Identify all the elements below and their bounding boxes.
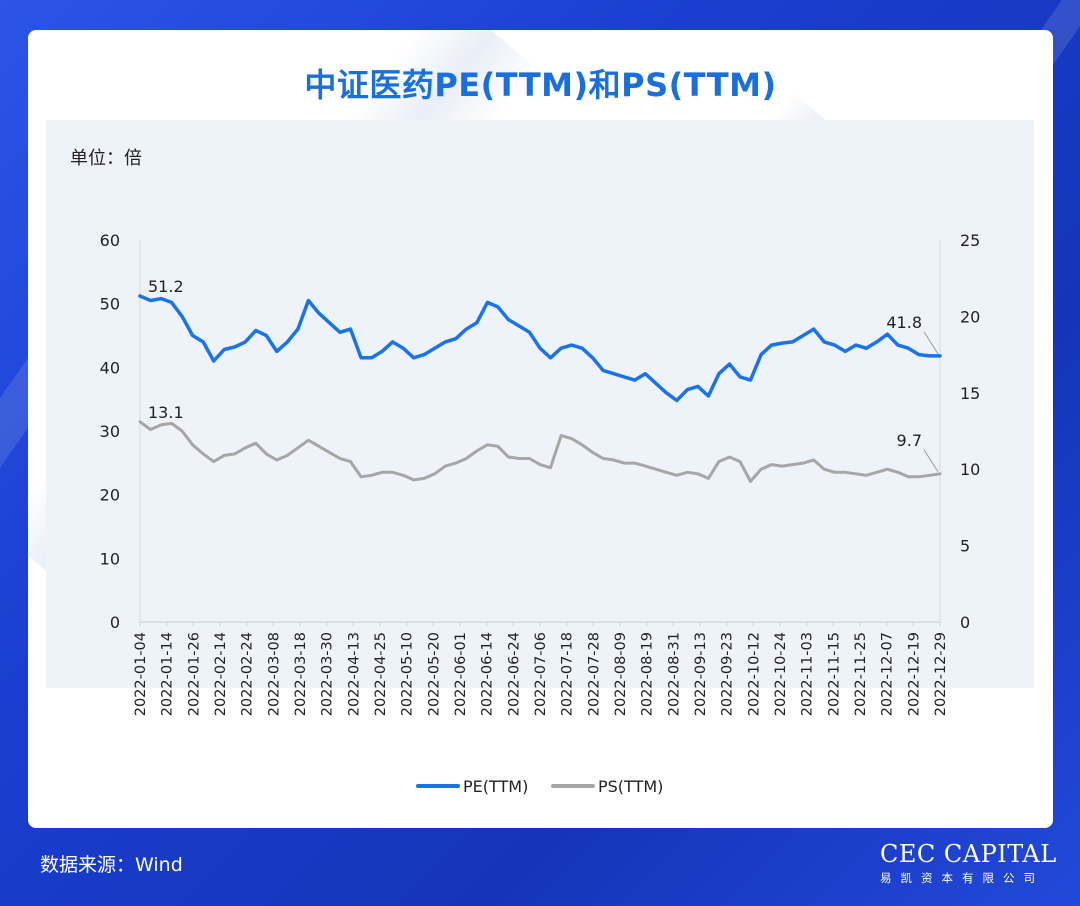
x-tick-label: 2022-06-01 [453,632,469,716]
x-tick-label: 2022-08-19 [640,632,656,716]
x-tick-label: 2022-12-19 [906,632,922,716]
x-tick-label: 2022-07-18 [560,632,576,716]
x-tick-label: 2022-07-28 [586,632,602,716]
x-tick-label: 2022-02-14 [213,632,229,716]
x-tick-label: 2022-11-15 [826,632,842,716]
x-tick-label: 2022-10-24 [773,632,789,716]
y-tick-label: 60 [100,231,120,250]
x-tick-label: 2022-12-29 [933,632,949,716]
x-tick-label: 2022-03-30 [320,632,336,716]
y2-tick-label: 25 [960,231,980,250]
y-tick-label: 10 [100,549,120,568]
x-tick-label: 2022-06-14 [480,632,496,716]
x-tick-label: 2022-01-14 [160,632,176,716]
data-label: 9.7 [897,431,922,450]
y-tick-label: 40 [100,358,120,377]
x-tick-label: 2022-02-24 [240,632,256,716]
y2-tick-label: 0 [960,613,970,632]
x-tick-label: 2022-08-09 [613,632,629,716]
y-tick-label: 30 [100,422,120,441]
x-tick-label: 2022-03-18 [293,632,309,716]
y-tick-label: 0 [110,613,120,632]
data-label-leader [923,449,939,473]
x-tick-label: 2022-03-08 [266,632,282,716]
y-tick-label: 20 [100,486,120,505]
x-tick-label: 2022-11-25 [853,632,869,716]
x-tick-label: 2022-10-12 [746,632,762,716]
unit-label: 单位：倍 [70,148,142,169]
y2-tick-label: 5 [960,537,970,556]
data-label: 51.2 [148,277,184,296]
x-tick-label: 2022-07-06 [533,632,549,716]
x-tick-label: 2022-09-13 [693,632,709,716]
series-line-pe-ttm [138,294,942,403]
plot-panel [46,120,1034,688]
y-tick-label: 50 [100,295,120,314]
x-tick-label: 2022-04-13 [346,632,362,716]
x-tick-label: 2022-01-04 [133,632,149,716]
chart-title: 中证医药PE(TTM)和PS(TTM) [304,66,777,104]
legend-label: PE(TTM) [463,777,528,796]
x-tick-label: 2022-08-31 [666,632,682,716]
x-tick-label: 2022-05-20 [426,632,442,716]
x-tick-label: 2022-05-10 [400,632,416,716]
x-tick-label: 2022-01-26 [186,632,202,716]
data-label-leader [923,331,939,355]
cec-capital-logo: CEC CAPITAL 易凯资本有限公司 [880,840,1060,886]
x-tick-label: 2022-12-07 [880,632,896,716]
logo-name: CEC CAPITAL [880,840,1057,868]
logo-subtitle: 易凯资本有限公司 [880,871,1044,885]
y2-tick-label: 20 [960,307,980,326]
source-label: 数据来源：Wind [40,854,183,876]
x-tick-label: 2022-09-23 [720,632,736,716]
y2-tick-label: 10 [960,460,980,479]
chart-card: 中证医药PE(TTM)和PS(TTM) [28,30,1053,828]
legend-label: PS(TTM) [598,777,663,796]
x-tick-label: 2022-11-03 [800,632,816,716]
data-label: 41.8 [886,313,922,332]
x-tick-label: 2022-04-25 [373,632,389,716]
y2-tick-label: 15 [960,384,980,403]
series-line-ps-ttm [138,420,942,483]
data-label: 13.1 [148,403,184,422]
x-tick-label: 2022-06-24 [506,632,522,716]
